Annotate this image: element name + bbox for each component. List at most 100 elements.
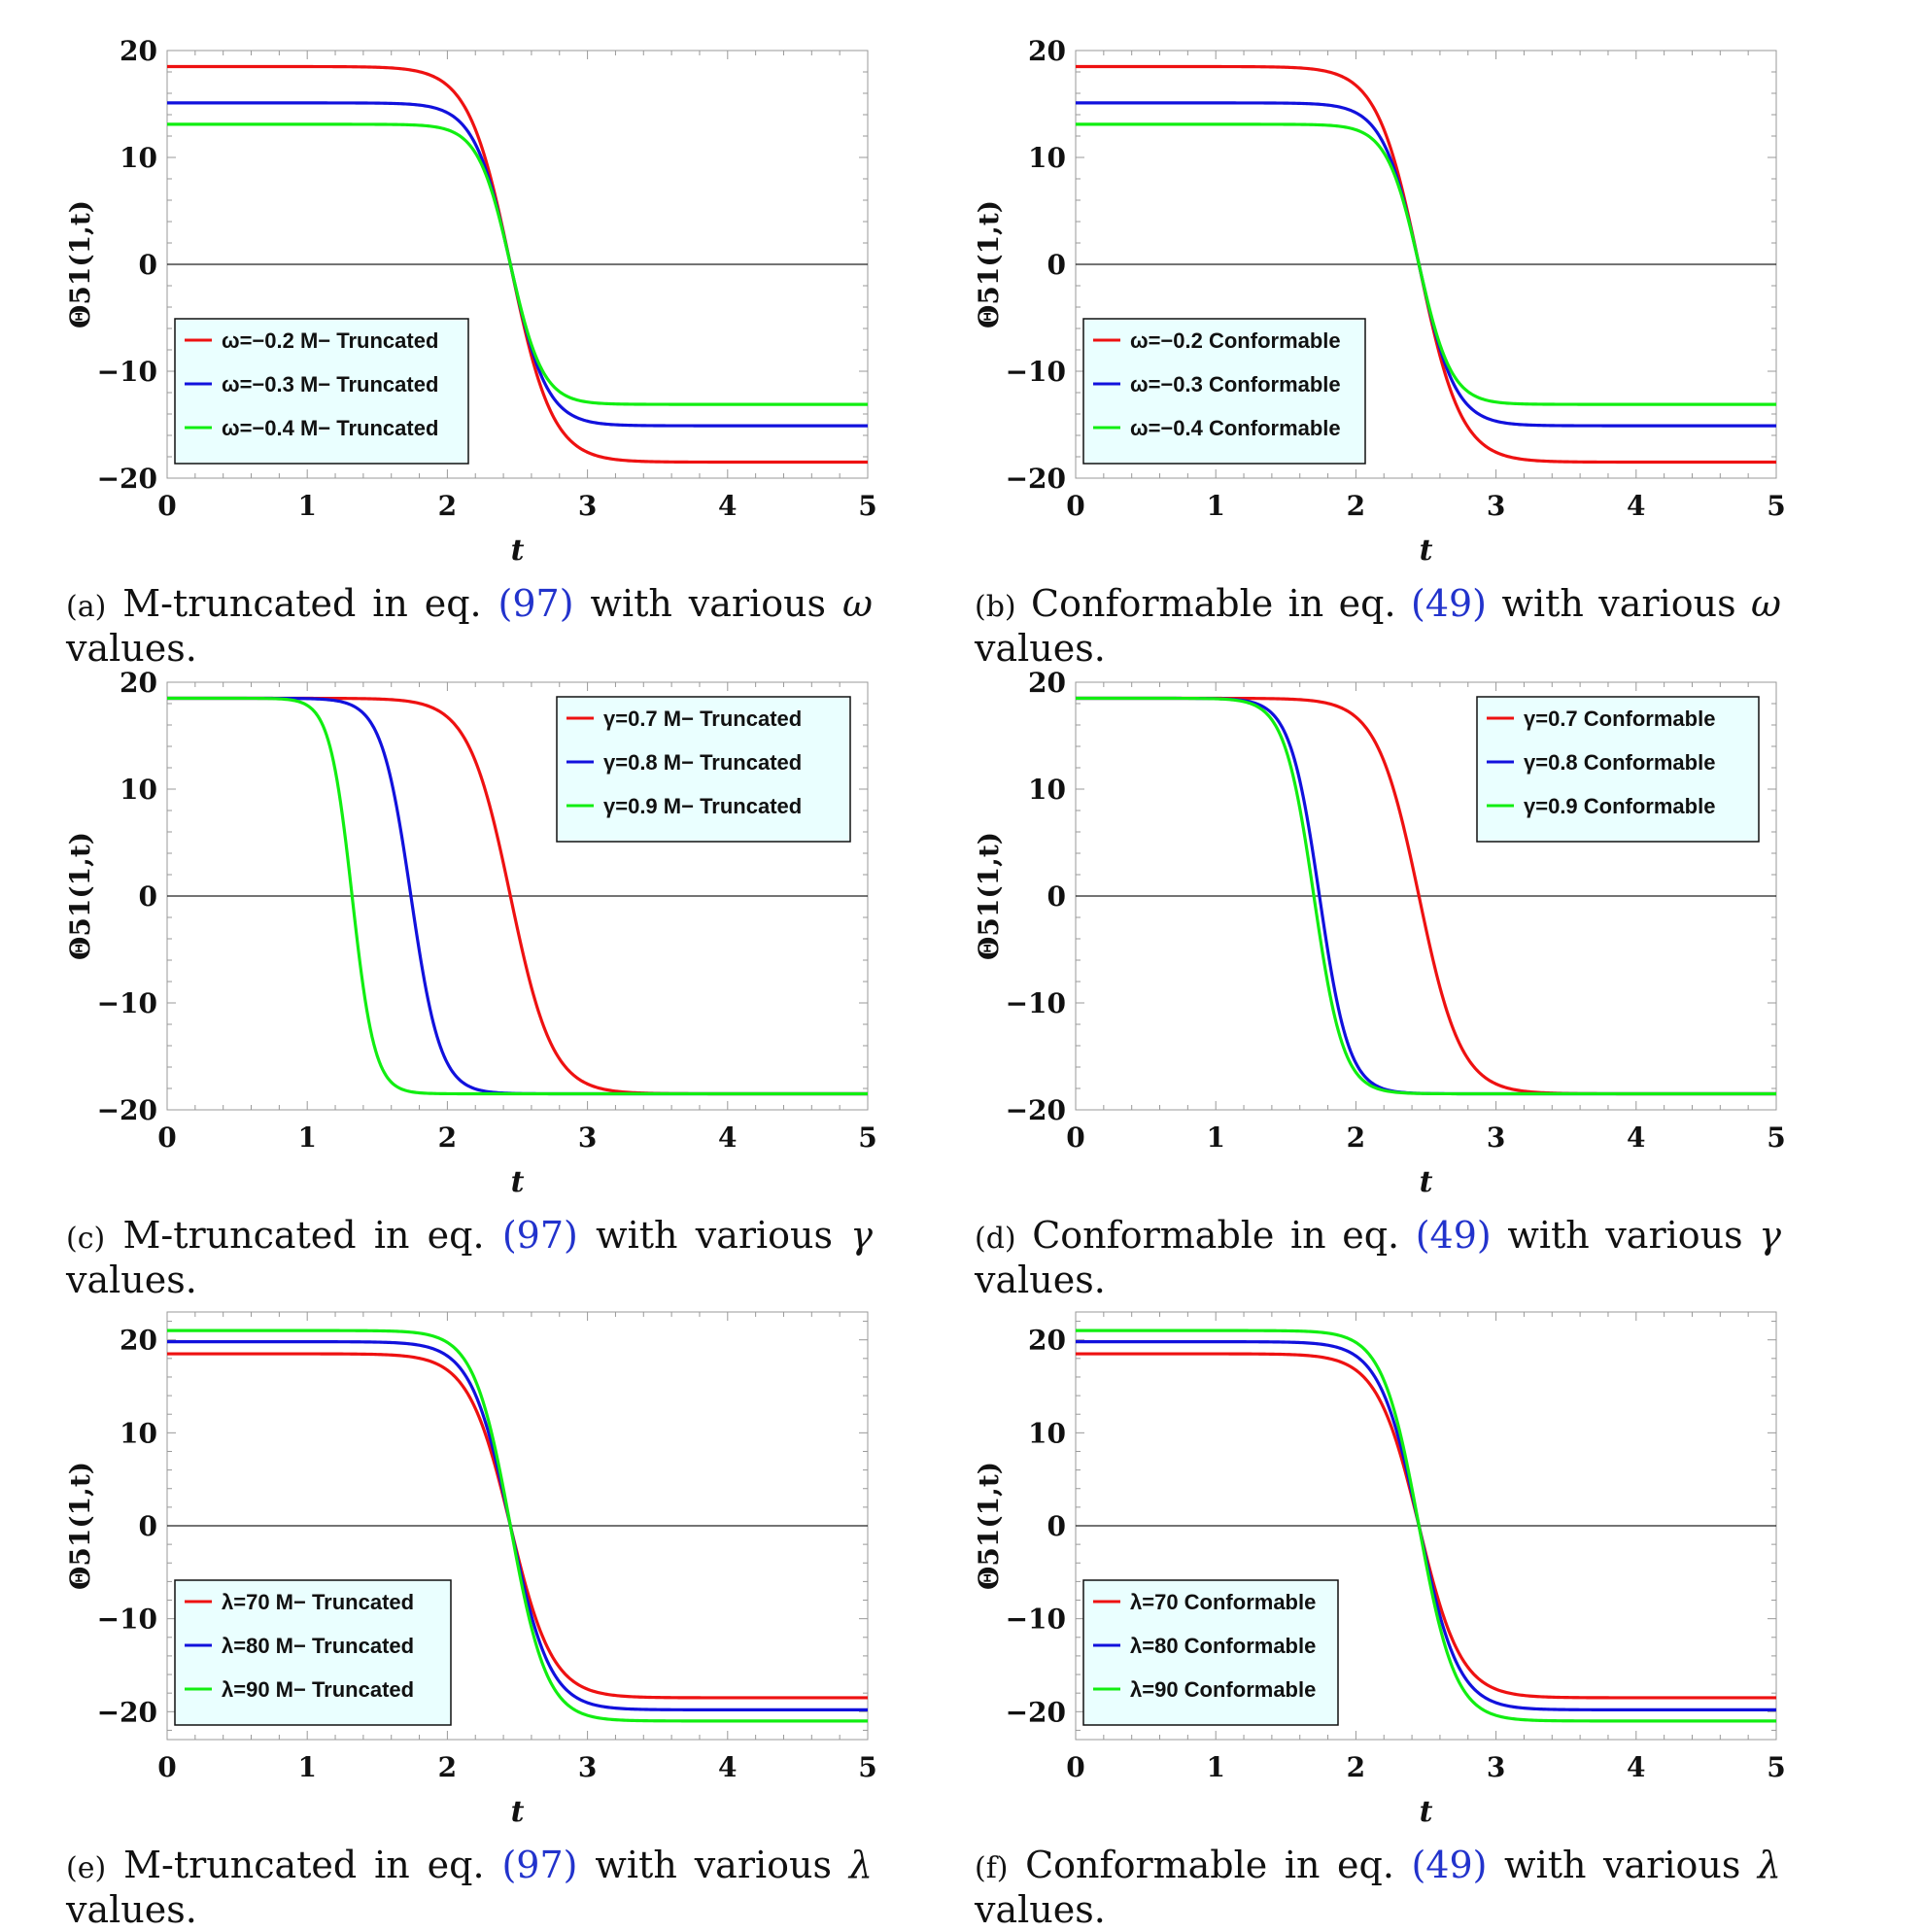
x-axis-label: t (511, 1795, 525, 1829)
caption-text: M-truncated in eq. (123, 1844, 485, 1886)
x-tick-label: 0 (157, 1751, 176, 1783)
y-axis-label: Θ51(1,t) (973, 200, 1005, 328)
y-tick-label: 0 (139, 1510, 157, 1542)
x-tick-label: 2 (438, 490, 457, 522)
x-tick-label: 4 (718, 1121, 737, 1154)
y-tick-label: 20 (120, 35, 157, 67)
chart-c: 0 1 2 3 4 5 20 10 0 −10 −20 t Θ51(1,t) γ=0.7 M− Trunc… (64, 667, 877, 1199)
x-axis-label: t (1420, 1165, 1433, 1199)
y-tick-label: −20 (1006, 463, 1066, 495)
y-axis-label: Θ51(1,t) (973, 832, 1005, 960)
legend-entry: λ=90 Conformable (1130, 1677, 1316, 1702)
legend-box (556, 696, 851, 843)
series-line (1076, 122, 1776, 406)
y-tick-label: 20 (120, 1325, 157, 1357)
x-tick-label: 0 (1066, 1751, 1084, 1783)
caption-e: (e) M-truncated in eq. (97) with various… (66, 1843, 873, 1891)
equation-ref-link[interactable]: (49) (1411, 1844, 1488, 1886)
legend: ω=−0.2 M− Truncated ω=−0.3 M− Truncated ω=… (174, 318, 469, 465)
y-axis-label: Θ51(1,t) (64, 1462, 96, 1590)
legend-entry: λ=70 M− Truncated (222, 1590, 414, 1614)
y-tick-label: 0 (1047, 880, 1066, 913)
x-tick-label: 4 (1627, 490, 1645, 522)
caption-tail: with various (595, 1844, 832, 1886)
y-tick-label: 0 (139, 249, 157, 281)
equation-ref-link[interactable]: (97) (498, 582, 574, 625)
series-line (1076, 696, 1776, 1096)
equation-ref-link[interactable]: (97) (501, 1214, 578, 1257)
legend-entry: γ=0.9 Conformable (1524, 794, 1715, 818)
caption-symbol: γ (850, 1214, 873, 1257)
x-tick-label: 1 (1206, 1751, 1224, 1783)
y-tick-label: 10 (1028, 142, 1066, 174)
x-tick-label: 4 (1627, 1121, 1645, 1154)
x-tick-label: 1 (1206, 490, 1224, 522)
legend-box (1476, 696, 1760, 843)
y-tick-label: −10 (1006, 987, 1066, 1019)
y-tick-label: 0 (1047, 1510, 1066, 1542)
caption-line2: values. (975, 627, 1106, 670)
caption-line2: values. (975, 1259, 1106, 1301)
caption-label: (e) (66, 1851, 107, 1885)
caption-line2: values. (66, 1888, 197, 1931)
caption-tail: with various (1504, 1844, 1741, 1886)
legend: γ=0.7 Conformable γ=0.8 Conformable γ=0.9 … (1476, 696, 1760, 843)
minor-ticks (1075, 681, 1777, 1111)
x-tick-label: 2 (438, 1751, 457, 1783)
x-tick-label: 0 (157, 490, 176, 522)
legend-entry: λ=90 M− Truncated (222, 1677, 414, 1702)
x-tick-label: 5 (858, 1751, 876, 1783)
minor-ticks (166, 1312, 869, 1740)
caption-text: M-truncated in eq. (122, 1214, 485, 1257)
caption-label: (f) (975, 1851, 1009, 1885)
x-axis-label: t (1420, 534, 1433, 568)
series-line (167, 696, 868, 1096)
caption-f: (f) Conformable in eq. (49) with various… (975, 1843, 1781, 1891)
equation-ref-link[interactable]: (49) (1411, 582, 1488, 625)
x-tick-label: 1 (297, 1751, 316, 1783)
legend: γ=0.7 M− Truncated γ=0.8 M− Truncated γ=0.… (556, 696, 851, 843)
figure-panel-e: 0 1 2 3 4 5 20 10 0 −10 −20 t Θ51(1,t) λ=70 M− Trunca… (0, 1261, 952, 1931)
figure-panel-d: 0 1 2 3 4 5 20 10 0 −10 −20 t Θ51(1,t) γ=0.7 Conforma… (909, 632, 1861, 1301)
x-tick-label: 5 (1767, 490, 1785, 522)
x-tick-label: 5 (1767, 1751, 1785, 1783)
x-tick-label: 3 (578, 1751, 597, 1783)
legend-entry: ω=−0.3 M− Truncated (222, 372, 438, 397)
caption-tail: with various (1501, 582, 1736, 625)
x-tick-label: 4 (718, 1751, 737, 1783)
figure-panel-a: 0 1 2 3 4 5 20 10 0 −10 −20 t Θ51(1,t) ω=−0.2 M− Trun… (0, 0, 952, 670)
x-axis-label: t (1420, 1795, 1433, 1829)
legend-box (1082, 1579, 1339, 1726)
equation-ref-link[interactable]: (49) (1415, 1214, 1492, 1257)
y-tick-label: −20 (1006, 1094, 1066, 1126)
legend-entry: ω=−0.3 Conformable (1130, 372, 1341, 397)
caption-tail: with various (596, 1214, 834, 1257)
y-tick-label: −20 (97, 463, 157, 495)
y-tick-label: 10 (1028, 1417, 1066, 1449)
x-tick-label: 1 (1206, 1121, 1224, 1154)
caption-tail: with various (1507, 1214, 1743, 1257)
legend-entry: ω=−0.2 Conformable (1130, 328, 1341, 353)
y-tick-label: 20 (1028, 667, 1066, 699)
equation-ref-link[interactable]: (97) (501, 1844, 578, 1886)
x-tick-label: 0 (1066, 1121, 1084, 1154)
chart-b: 0 1 2 3 4 5 20 10 0 −10 −20 t Θ51(1,t) ω=−0.2 Conform… (973, 35, 1786, 568)
caption-label: (a) (66, 590, 107, 624)
legend-entry: γ=0.7 Conformable (1524, 707, 1715, 731)
x-tick-label: 3 (1487, 490, 1505, 522)
legend-entry: γ=0.9 M− Truncated (603, 794, 802, 818)
x-tick-label: 4 (718, 490, 737, 522)
x-tick-label: 3 (1487, 1121, 1505, 1154)
y-tick-label: 20 (1028, 35, 1066, 67)
x-tick-label: 2 (1347, 1751, 1365, 1783)
legend-entry: λ=70 Conformable (1130, 1590, 1316, 1614)
x-tick-label: 2 (438, 1121, 457, 1154)
caption-line2: values. (66, 1259, 197, 1301)
caption-label: (c) (66, 1222, 106, 1256)
minor-ticks (166, 681, 869, 1111)
caption-d: (d) Conformable in eq. (49) with various… (975, 1213, 1781, 1261)
legend-entry: γ=0.8 Conformable (1524, 750, 1715, 775)
caption-symbol: ω (841, 582, 873, 625)
caption-symbol: λ (848, 1844, 873, 1886)
legend-entry: ω=−0.2 M− Truncated (222, 328, 438, 353)
